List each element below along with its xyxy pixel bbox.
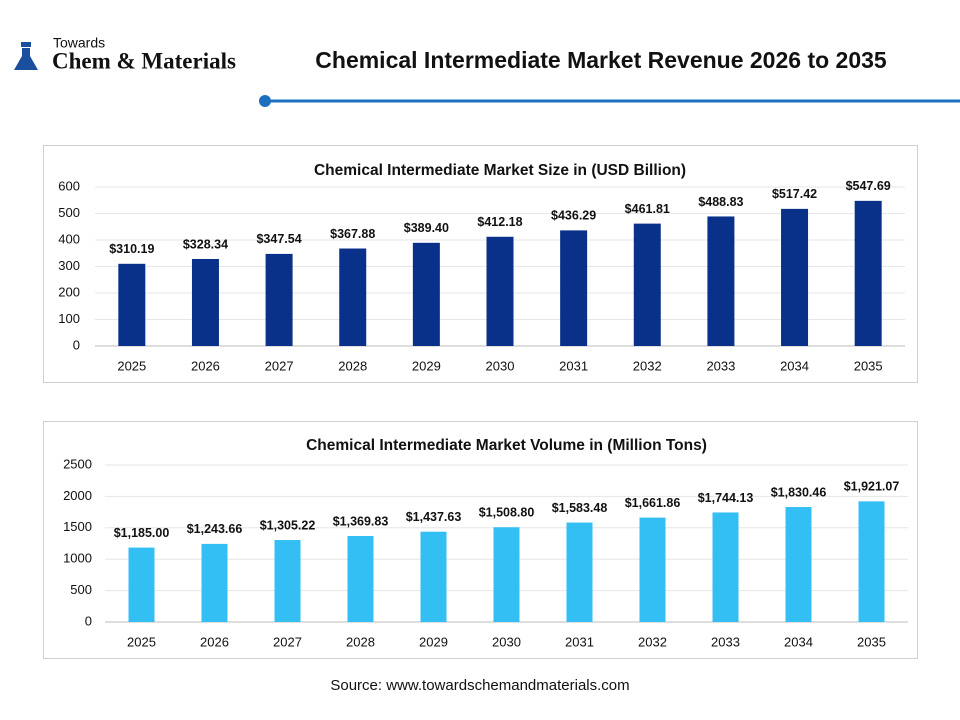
y-tick-label: 300 — [58, 258, 80, 273]
y-tick-label: 400 — [58, 231, 80, 246]
value-label: $1,369.83 — [333, 514, 389, 528]
x-tick-label: 2033 — [711, 634, 740, 649]
bar — [560, 230, 588, 346]
bar — [785, 507, 812, 622]
value-label: $1,661.86 — [625, 496, 681, 510]
x-tick-label: 2029 — [419, 634, 448, 649]
value-label: $1,437.63 — [406, 510, 462, 524]
page-title: Chemical Intermediate Market Revenue 202… — [315, 47, 887, 73]
bar — [201, 543, 228, 622]
bar — [265, 253, 293, 346]
bar — [639, 517, 666, 622]
x-tick-label: 2028 — [338, 358, 367, 373]
logo-main: Chem & Materials — [52, 48, 236, 73]
bar — [347, 535, 374, 622]
value-label: $488.83 — [698, 195, 743, 209]
x-tick-label: 2027 — [265, 358, 294, 373]
logo: Towards Chem & Materials — [14, 35, 236, 73]
y-tick-label: 500 — [58, 205, 80, 220]
x-tick-label: 2032 — [633, 358, 662, 373]
y-tick-label: 200 — [58, 284, 80, 299]
x-tick-label: 2025 — [127, 634, 156, 649]
value-label: $1,830.46 — [771, 485, 827, 499]
bar — [412, 242, 440, 346]
bar — [493, 527, 520, 622]
value-label: $1,583.48 — [552, 501, 608, 515]
chart-title: Chemical Intermediate Market Size in (US… — [314, 162, 686, 179]
bar — [118, 263, 146, 346]
x-tick-label: 2034 — [784, 634, 813, 649]
bar — [486, 236, 514, 346]
x-tick-label: 2030 — [492, 634, 521, 649]
panel-1 — [43, 145, 918, 383]
value-label: $367.88 — [330, 227, 375, 241]
y-tick-label: 1500 — [63, 519, 92, 534]
logo-top: Towards — [53, 35, 105, 51]
value-label: $1,508.80 — [479, 506, 535, 520]
y-tick-label: 0 — [73, 337, 80, 352]
bar — [420, 531, 447, 622]
x-tick-label: 2028 — [346, 634, 375, 649]
value-label: $412.18 — [477, 215, 522, 229]
x-tick-label: 2031 — [559, 358, 588, 373]
value-label: $461.81 — [625, 202, 670, 216]
bar — [712, 512, 739, 622]
value-label: $1,305.22 — [260, 518, 316, 532]
value-label: $310.19 — [109, 242, 154, 256]
bar — [566, 522, 593, 622]
x-tick-label: 2030 — [486, 358, 515, 373]
value-label: $1,921.07 — [844, 480, 900, 494]
x-tick-label: 2026 — [191, 358, 220, 373]
bar — [339, 248, 367, 346]
y-tick-label: 600 — [58, 178, 80, 193]
y-tick-label: 1000 — [63, 551, 92, 566]
panel-2 — [43, 421, 918, 659]
value-label: $436.29 — [551, 209, 596, 223]
x-tick-label: 2035 — [854, 358, 883, 373]
x-tick-label: 2032 — [638, 634, 667, 649]
x-tick-label: 2031 — [565, 634, 594, 649]
y-tick-label: 0 — [85, 613, 92, 628]
bar — [274, 540, 301, 622]
x-tick-label: 2027 — [273, 634, 302, 649]
logo-cap — [21, 42, 31, 47]
bar — [128, 547, 155, 622]
bar — [707, 216, 735, 346]
bar — [191, 258, 219, 346]
logo-flask — [14, 48, 38, 70]
x-tick-label: 2034 — [780, 358, 809, 373]
x-tick-label: 2026 — [200, 634, 229, 649]
source: Source: www.towardschemandmaterials.com — [330, 677, 629, 694]
x-tick-label: 2029 — [412, 358, 441, 373]
value-label: $517.42 — [772, 187, 817, 201]
y-tick-label: 2500 — [63, 456, 92, 471]
value-label: $1,243.66 — [187, 522, 243, 536]
y-tick-label: 100 — [58, 311, 80, 326]
value-label: $1,744.13 — [698, 491, 754, 505]
value-label: $347.54 — [256, 232, 301, 246]
bar — [858, 501, 885, 622]
chart-title: Chemical Intermediate Market Volume in (… — [306, 437, 707, 454]
bar — [633, 223, 661, 346]
title-rule-dot — [259, 95, 271, 107]
x-tick-label: 2025 — [117, 358, 146, 373]
x-tick-label: 2035 — [857, 634, 886, 649]
value-label: $1,185.00 — [114, 526, 170, 540]
bar — [854, 200, 882, 346]
bar — [781, 208, 809, 346]
y-tick-label: 500 — [70, 582, 92, 597]
value-label: $328.34 — [183, 237, 228, 251]
value-label: $547.69 — [846, 179, 891, 193]
value-label: $389.40 — [404, 221, 449, 235]
y-tick-label: 2000 — [63, 488, 92, 503]
x-tick-label: 2033 — [706, 358, 735, 373]
